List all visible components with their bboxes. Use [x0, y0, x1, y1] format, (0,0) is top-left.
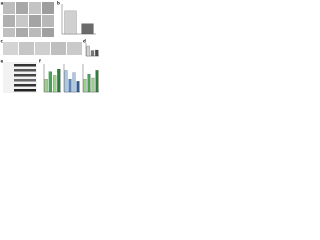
bar [57, 68, 61, 93]
bar [95, 49, 99, 57]
panel-label: d [83, 39, 86, 44]
bar [83, 79, 87, 93]
figure: a b c d e f [1, 1, 99, 93]
bar [81, 23, 94, 35]
western-blot [3, 62, 37, 93]
panel-label: b [57, 1, 60, 6]
bar [87, 74, 91, 93]
bar [44, 79, 48, 93]
bar [95, 70, 99, 93]
bar [68, 78, 72, 93]
panel-label: f [39, 59, 41, 64]
bar [53, 75, 57, 93]
bar [72, 72, 76, 93]
micrograph-grid [3, 2, 54, 37]
bar [76, 81, 80, 93]
panel-label: c [1, 39, 4, 44]
bar [64, 10, 77, 35]
bar [90, 50, 95, 57]
panel-label: a [1, 1, 4, 6]
bar [48, 71, 52, 93]
micrograph-row [3, 42, 82, 55]
bar [91, 77, 95, 93]
panel-label: e [1, 59, 4, 64]
bar [64, 70, 68, 93]
bar [86, 45, 90, 57]
